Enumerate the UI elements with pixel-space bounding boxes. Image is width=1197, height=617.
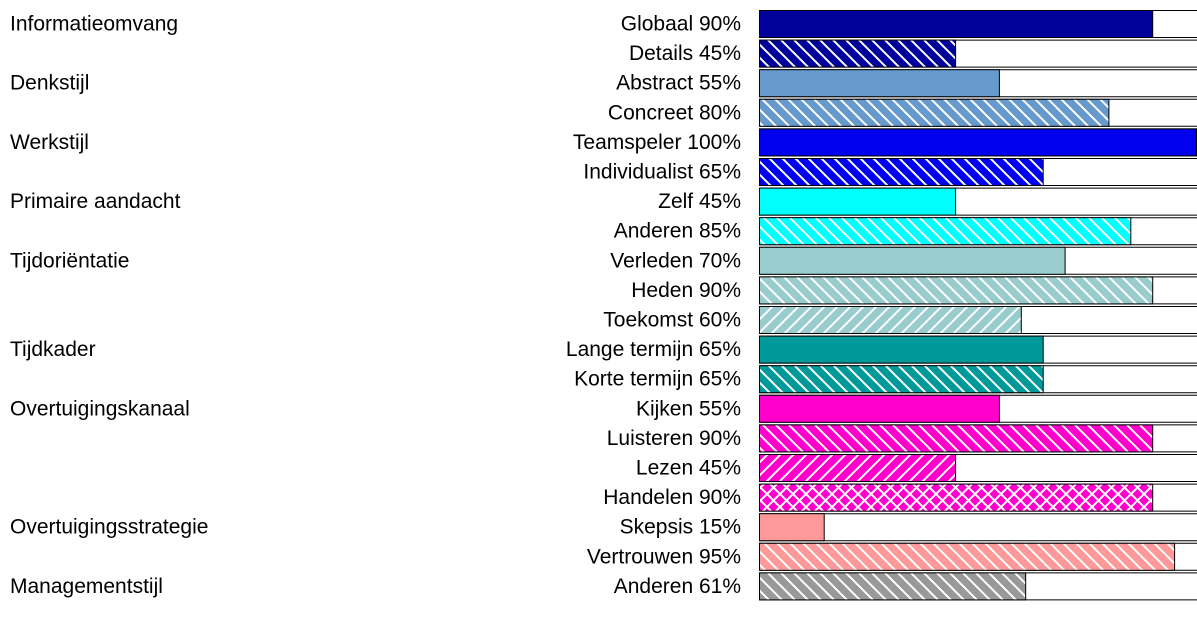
bar bbox=[759, 483, 1154, 512]
row-label: Vertrouwen 95% bbox=[587, 545, 741, 568]
group-label: Informatieomvang bbox=[10, 13, 178, 36]
bar bbox=[759, 246, 1066, 275]
row-label: Toekomst 60% bbox=[603, 309, 741, 332]
bar bbox=[759, 39, 957, 68]
bar bbox=[759, 10, 1154, 38]
bar bbox=[759, 128, 1197, 157]
bar bbox=[759, 306, 1022, 334]
row-label: Globaal 90% bbox=[621, 13, 741, 36]
row-label: Skepsis 15% bbox=[620, 516, 741, 539]
row-label: Lange termijn 65% bbox=[566, 338, 741, 361]
group-label: Overtuigingskanaal bbox=[10, 397, 190, 420]
bar bbox=[759, 365, 1044, 394]
row-label: Verleden 70% bbox=[610, 249, 741, 272]
chart-plot-area: Informatieomvang Globaal 90% Details 45% De… bbox=[10, 10, 1197, 601]
row-label: Korte termijn 65% bbox=[574, 368, 741, 391]
bar bbox=[759, 572, 1027, 601]
bar bbox=[759, 187, 957, 216]
bar bbox=[759, 454, 957, 482]
bar bbox=[759, 424, 1154, 453]
group-label: Managementstijl bbox=[10, 575, 163, 598]
group-label: Denkstijl bbox=[10, 72, 89, 95]
row-label: Anderen 61% bbox=[614, 575, 741, 598]
group-label: Primaire aandacht bbox=[10, 190, 181, 213]
bar bbox=[759, 217, 1132, 246]
bar bbox=[759, 542, 1176, 571]
group-label: Tijdoriëntatie bbox=[10, 249, 129, 272]
row-label: Zelf 45% bbox=[658, 190, 741, 213]
row-label: Individualist 65% bbox=[583, 161, 741, 184]
row-label: Lezen 45% bbox=[636, 457, 741, 480]
group-label: Tijdkader bbox=[10, 338, 96, 361]
bar bbox=[759, 158, 1044, 186]
bar bbox=[759, 69, 1000, 98]
group-label: Werkstijl bbox=[10, 131, 89, 154]
row-label: Anderen 85% bbox=[614, 220, 741, 243]
bar bbox=[759, 394, 1000, 423]
bar bbox=[759, 335, 1044, 364]
row-label: Handelen 90% bbox=[603, 486, 741, 509]
row-label: Details 45% bbox=[629, 42, 741, 65]
row-label: Luisteren 90% bbox=[607, 427, 741, 450]
row-label: Teamspeler 100% bbox=[573, 131, 741, 154]
bar bbox=[759, 276, 1154, 305]
row-label: Kijken 55% bbox=[636, 397, 741, 420]
row-label: Concreet 80% bbox=[608, 101, 741, 124]
row-label: Abstract 55% bbox=[616, 72, 741, 95]
bar bbox=[759, 98, 1110, 127]
group-label: Overtuigingsstrategie bbox=[10, 516, 208, 539]
bar bbox=[759, 513, 825, 542]
row-label: Heden 90% bbox=[631, 279, 741, 302]
